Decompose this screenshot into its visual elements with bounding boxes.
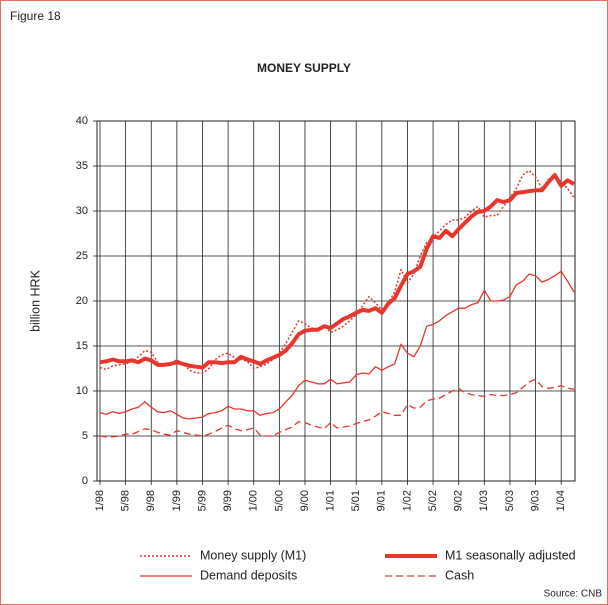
x-tick-label: 9/99 [222,490,234,511]
x-tick-label: 1/01 [325,490,337,511]
x-tick-label: 9/02 [453,490,465,511]
plot-frame [96,120,576,482]
source: Source: CNB [544,589,603,600]
legend-label: Cash [445,568,474,582]
y-tick-label: 5 [82,430,88,442]
x-tick-label: 5/01 [350,490,362,511]
x-tick-label: 5/99 [196,490,208,511]
y-tick-label: 20 [76,295,88,307]
x-tick-label: 5/98 [120,490,132,511]
x-tick-label: 1/99 [171,490,183,511]
legend-label: Money supply (M1) [200,548,306,562]
figure-label: Figure 18 [10,9,61,23]
x-tick-label: 1/03 [478,490,490,511]
y-tick-label: 25 [76,250,88,262]
x-tick-label: 1/98 [94,490,106,511]
x-tick-label: 1/02 [401,490,413,511]
y-tick-label: 35 [76,160,88,172]
x-tick-label: 5/00 [273,490,285,511]
x-tick-label: 1/00 [248,490,260,511]
legend-label: Demand deposits [200,568,297,582]
y-tick-label: 10 [76,385,88,397]
y-tick-label: 0 [82,475,88,487]
series-line [99,378,575,438]
y-tick-label: 40 [76,115,88,127]
x-tick-label: 9/01 [376,490,388,511]
x-tick-label: 9/00 [299,490,311,511]
x-tick-label: 9/03 [529,490,541,511]
y-axis-label: billion HRK [28,269,42,331]
x-tick-label: 1/04 [555,490,567,511]
series-line [99,270,575,420]
chart-title: MONEY SUPPLY [257,61,351,75]
x-tick-label: 9/98 [145,490,157,511]
legend-label: M1 seasonally adjusted [445,548,576,562]
series-line [99,173,575,370]
x-tick-label: 5/03 [504,490,516,511]
y-tick-label: 15 [76,340,88,352]
x-tick-label: 5/02 [427,490,439,511]
y-tick-label: 30 [76,205,88,217]
